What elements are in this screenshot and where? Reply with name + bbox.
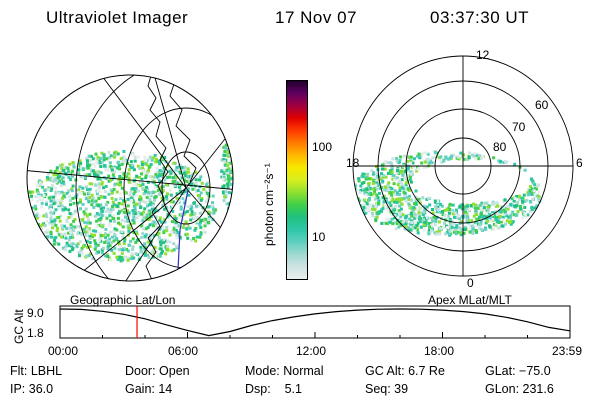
mlt-label-12: 12 [476, 48, 490, 62]
xtick-0000: 00:00 [48, 344, 79, 358]
right-map-label: Apex MLat/MLT [428, 293, 512, 307]
info-glat: GLat: −75.0 [485, 364, 551, 378]
mlat-label-80: 80 [493, 140, 507, 154]
altitude-ytick-bottom: 1.8 [27, 326, 44, 340]
info-mode: Mode: Normal [245, 364, 324, 378]
info-dsp: Dsp: 5.1 [245, 382, 302, 396]
observation-date: 17 Nov 07 [275, 8, 357, 27]
colorbar-tick-100: 100 [312, 140, 333, 154]
info-gc-alt: GC Alt: 6.7 Re [365, 364, 445, 378]
info-glon: GLon: 231.6 [485, 382, 554, 396]
info-flt: Flt: LBHL [10, 364, 63, 378]
right-aurora-emission [353, 150, 542, 237]
observation-time: 03:37:30 UT [430, 8, 530, 27]
mlat-label-70: 70 [512, 120, 526, 134]
colorbar-tick-10: 10 [312, 230, 326, 244]
mlt-label-18: 18 [346, 156, 360, 170]
instrument-title: Ultraviolet Imager [46, 8, 189, 27]
left-map-label: Geographic Lat/Lon [70, 293, 176, 307]
altitude-curve [59, 308, 570, 337]
xtick-0600: 06:00 [168, 344, 199, 358]
xtick-1800: 18:00 [424, 344, 455, 358]
mlat-label-60: 60 [535, 98, 549, 112]
altitude-ytick-top: 9.0 [27, 306, 44, 320]
mlt-label-6: 6 [576, 156, 583, 170]
xtick-2359: 23:59 [552, 344, 583, 358]
colorbar [286, 80, 308, 280]
mlt-label-0: 0 [467, 276, 474, 290]
magnetic-polar-map [352, 55, 574, 277]
info-gain: Gain: 14 [125, 382, 173, 396]
info-seq: Seq: 39 [365, 382, 409, 396]
info-ip: IP: 36.0 [10, 382, 54, 396]
xtick-1200: 12:00 [296, 344, 327, 358]
info-door: Door: Open [125, 364, 190, 378]
